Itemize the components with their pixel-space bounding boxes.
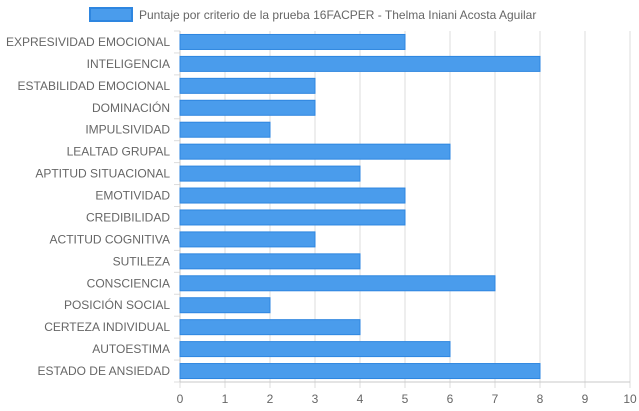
bar[interactable] <box>179 121 271 138</box>
bar[interactable] <box>179 253 361 270</box>
category-label: APTITUD SITUACIONAL <box>35 167 170 181</box>
legend[interactable]: Puntaje por criterio de la prueba 16FACP… <box>89 7 536 22</box>
category-label: AUTOESTIMA <box>92 342 170 356</box>
category-label: IMPULSIVIDAD <box>85 123 170 137</box>
x-tick-label: 7 <box>492 392 499 406</box>
category-label: EMOTIVIDAD <box>95 189 170 203</box>
category-label: INTELIGENCIA <box>87 57 170 71</box>
category-label: POSICIÓN SOCIAL <box>64 297 170 312</box>
category-label: ESTABILIDAD EMOCIONAL <box>18 79 171 93</box>
bar[interactable] <box>179 341 451 358</box>
bar[interactable] <box>179 209 406 226</box>
bar[interactable] <box>179 275 496 292</box>
bar[interactable] <box>179 33 406 50</box>
x-tick-label: 9 <box>582 392 589 406</box>
category-label: CONSCIENCIA <box>87 276 170 290</box>
bar[interactable] <box>179 143 451 160</box>
category-label: ESTADO DE ANSIEDAD <box>38 364 171 378</box>
bar[interactable] <box>179 99 316 116</box>
category-label: SUTILEZA <box>113 254 170 268</box>
bar[interactable] <box>179 363 541 380</box>
category-label: DOMINACIÓN <box>92 100 170 115</box>
x-tick-label: 8 <box>537 392 544 406</box>
category-label: ACTITUD COGNITIVA <box>50 232 170 246</box>
x-tick-label: 4 <box>357 392 364 406</box>
bar[interactable] <box>179 55 541 72</box>
x-tick-label: 0 <box>177 392 184 406</box>
x-tick-label: 10 <box>623 392 637 406</box>
bar[interactable] <box>179 77 316 94</box>
bar[interactable] <box>179 319 361 336</box>
legend-label: Puntaje por criterio de la prueba 16FACP… <box>139 8 536 22</box>
category-label: CREDIBILIDAD <box>86 210 170 224</box>
bar[interactable] <box>179 165 361 182</box>
category-label: CERTEZA INDIVIDUAL <box>44 320 170 334</box>
x-axis-tick-labels: 0 1 2 3 4 5 6 7 8 9 10 <box>177 392 637 406</box>
category-label: EXPRESIVIDAD EMOCIONAL <box>6 35 170 49</box>
bar[interactable] <box>179 297 271 314</box>
legend-swatch <box>89 7 133 22</box>
category-label: LEALTAD GRUPAL <box>67 145 171 159</box>
bars <box>179 33 541 380</box>
x-tick-label: 2 <box>267 392 274 406</box>
category-labels: EXPRESIVIDAD EMOCIONAL INTELIGENCIA ESTABI… <box>6 35 170 378</box>
bar[interactable] <box>179 231 316 248</box>
x-tick-label: 1 <box>222 392 229 406</box>
bar[interactable] <box>179 187 406 204</box>
x-tick-label: 6 <box>447 392 454 406</box>
x-tick-label: 5 <box>402 392 409 406</box>
x-tick-label: 3 <box>312 392 319 406</box>
